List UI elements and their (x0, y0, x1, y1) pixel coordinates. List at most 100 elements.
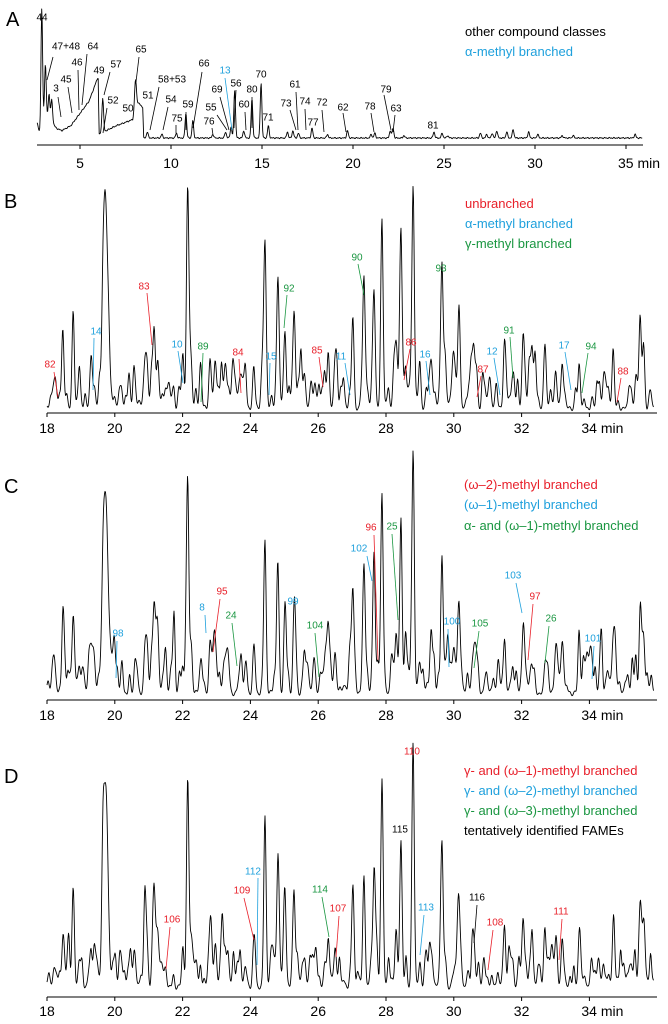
peak-label: 83 (138, 282, 150, 293)
peak-label: 95 (216, 587, 228, 598)
peak-label: 98 (112, 629, 124, 640)
peak-label: 81 (427, 121, 439, 132)
peak-label: 26 (545, 614, 557, 625)
peak-label: 72 (316, 98, 328, 109)
x-tick-label: 18 (39, 707, 55, 723)
panel-d: D 18 20 22 24 26 28 30 32 34 min γ- and (ω–1)-meth… (4, 742, 657, 1019)
peak-label: 49 (93, 66, 105, 77)
peak-label: 70 (255, 70, 267, 81)
peak-label: 88 (617, 367, 629, 378)
peak-label: 90 (351, 253, 363, 264)
peak-label: 62 (337, 103, 349, 114)
peak-label: 13 (219, 66, 231, 77)
legend-entry: (ω–2)-methyl branched (464, 477, 598, 492)
peak-leader-line (304, 108, 307, 131)
peak-leader-line (219, 96, 230, 131)
peak-leader-line (67, 86, 73, 114)
x-tick-label: 26 (310, 707, 326, 723)
peak-label: 85 (311, 346, 323, 357)
legend-entry: γ- and (ω–1)-methyl branched (464, 763, 637, 778)
peak-leader-line (233, 89, 237, 129)
x-tick-label: 20 (107, 707, 123, 723)
peak-label: 51 (142, 91, 154, 102)
peak-leader-line (57, 96, 62, 118)
peak-leader-line (425, 360, 431, 396)
x-tick-label: 22 (175, 420, 191, 436)
peak-label: 73 (280, 99, 292, 110)
peak-label: 52 (107, 96, 119, 107)
legend-entry: γ- and (ω–2)-methyl branched (464, 783, 637, 798)
x-tick-label: 25 (436, 155, 452, 171)
peak-label: 92 (283, 284, 295, 295)
peak-label: 17 (558, 341, 570, 352)
peak-leader-line (344, 362, 351, 396)
x-tick-label: 20 (107, 420, 123, 436)
peak-leader-line (564, 351, 572, 391)
peak-leader-line (165, 926, 171, 970)
peak-label: 104 (307, 621, 324, 632)
peak-label: 111 (553, 907, 569, 918)
peak-label: 69 (211, 85, 223, 96)
peak-leader-line (581, 352, 589, 394)
peak-label: 24 (225, 611, 237, 622)
peak-leader-line (558, 918, 563, 961)
peak-leader-line (256, 877, 259, 966)
peak-label: 25 (386, 522, 398, 533)
panel-a: A 5 10 15 20 25 30 35 min other compound classes… (6, 8, 660, 171)
peak-label: 8 (199, 603, 205, 614)
peak-leader-line (268, 362, 271, 396)
peak-leader-line (283, 294, 288, 329)
peak-leader-line (509, 336, 514, 379)
peak-label: 63 (390, 104, 402, 115)
peak-label: 61 (289, 80, 301, 91)
x-tick-label: 28 (378, 1003, 394, 1019)
peak-label: 113 (418, 903, 434, 914)
peak-leader-line (149, 86, 160, 131)
legend-entry: α-methyl branched (465, 44, 573, 59)
peak-leader-line (135, 56, 140, 83)
panel-label: B (4, 191, 17, 213)
x-tick-label: 26 (310, 420, 326, 436)
chromatogram-trace (46, 185, 654, 412)
peak-label: 47+48 (52, 42, 81, 53)
panel-label: D (4, 766, 18, 788)
chromatogram-trace (46, 450, 654, 697)
peak-leader-line (102, 107, 108, 134)
legend-entry: γ-methyl branched (465, 236, 572, 251)
peak-label: 103 (505, 571, 522, 582)
legend-entry: α-methyl branched (465, 216, 573, 231)
x-tick-label: 30 (527, 155, 543, 171)
x-tick-label: 34 min (581, 420, 623, 436)
peak-label: 46 (71, 58, 83, 69)
peak-label: 82 (44, 360, 56, 371)
peak-label: 89 (197, 342, 209, 353)
peak-leader-line (53, 371, 59, 398)
peak-label: 91 (503, 326, 515, 337)
x-tick-label: 5 (76, 155, 84, 171)
peak-label: 109 (234, 886, 251, 897)
panel-b: B 18 20 22 24 26 28 30 32 34 min unbranched α-methy… (4, 185, 657, 436)
x-tick-label: 26 (310, 1003, 326, 1019)
panel-c: C 18 20 22 24 26 28 30 32 34 min (ω–2)-methyl bran… (4, 450, 657, 723)
peak-leader-line (447, 628, 450, 668)
peak-leader-line (473, 630, 480, 669)
peak-label: 114 (312, 885, 328, 896)
x-tick-label: 30 (446, 707, 462, 723)
peak-leader-line (314, 632, 320, 678)
peak-leader-line (370, 112, 375, 133)
x-tick-label: 34 min (581, 1003, 623, 1019)
legend-entry: γ- and (ω–3)-methyl branched (464, 803, 637, 818)
peak-leader-line (177, 350, 184, 384)
peak-label: 45 (60, 75, 72, 86)
legend-entry: α- and (ω–1)-methyl branched (464, 518, 638, 533)
peak-label: 55 (205, 103, 217, 114)
peak-leader-line (591, 645, 595, 680)
peak-leader-line (321, 896, 330, 938)
peak-label: 105 (472, 619, 489, 630)
peak-leader-line (103, 71, 111, 96)
legend-entry: tentatively identified FAMEs (464, 823, 624, 838)
x-tick-label: 28 (378, 420, 394, 436)
peak-leader-line (318, 356, 324, 388)
x-tick-label: 18 (39, 1003, 55, 1019)
peak-leader-line (200, 352, 204, 403)
